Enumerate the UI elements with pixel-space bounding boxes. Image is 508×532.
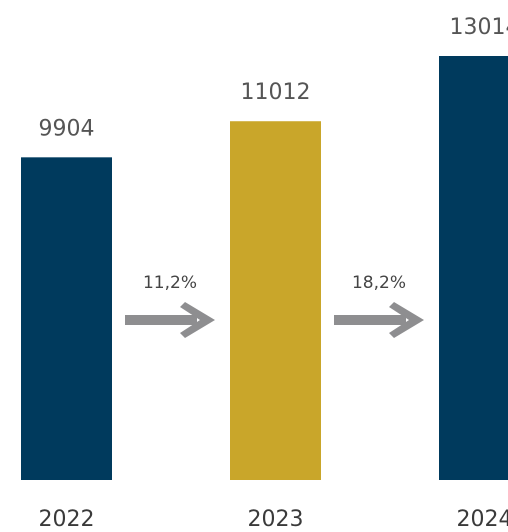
value-label: 13014 xyxy=(450,15,508,40)
bar xyxy=(439,56,508,480)
arrow xyxy=(125,302,215,338)
arrow-head xyxy=(180,302,215,338)
arrow-head xyxy=(389,302,424,338)
x-tick-label: 2024 xyxy=(457,507,508,532)
bar xyxy=(230,121,321,480)
value-label: 11012 xyxy=(241,80,311,105)
arrow-shaft xyxy=(334,315,406,325)
arrow xyxy=(334,302,424,338)
value-label: 9904 xyxy=(39,116,95,141)
bar xyxy=(21,157,112,481)
arrow-shaft xyxy=(125,315,197,325)
x-tick-label: 2023 xyxy=(248,507,304,532)
x-tick-label: 2022 xyxy=(39,507,95,532)
annotation: 18,2% xyxy=(352,273,406,293)
annotation: 11,2% xyxy=(143,273,197,293)
